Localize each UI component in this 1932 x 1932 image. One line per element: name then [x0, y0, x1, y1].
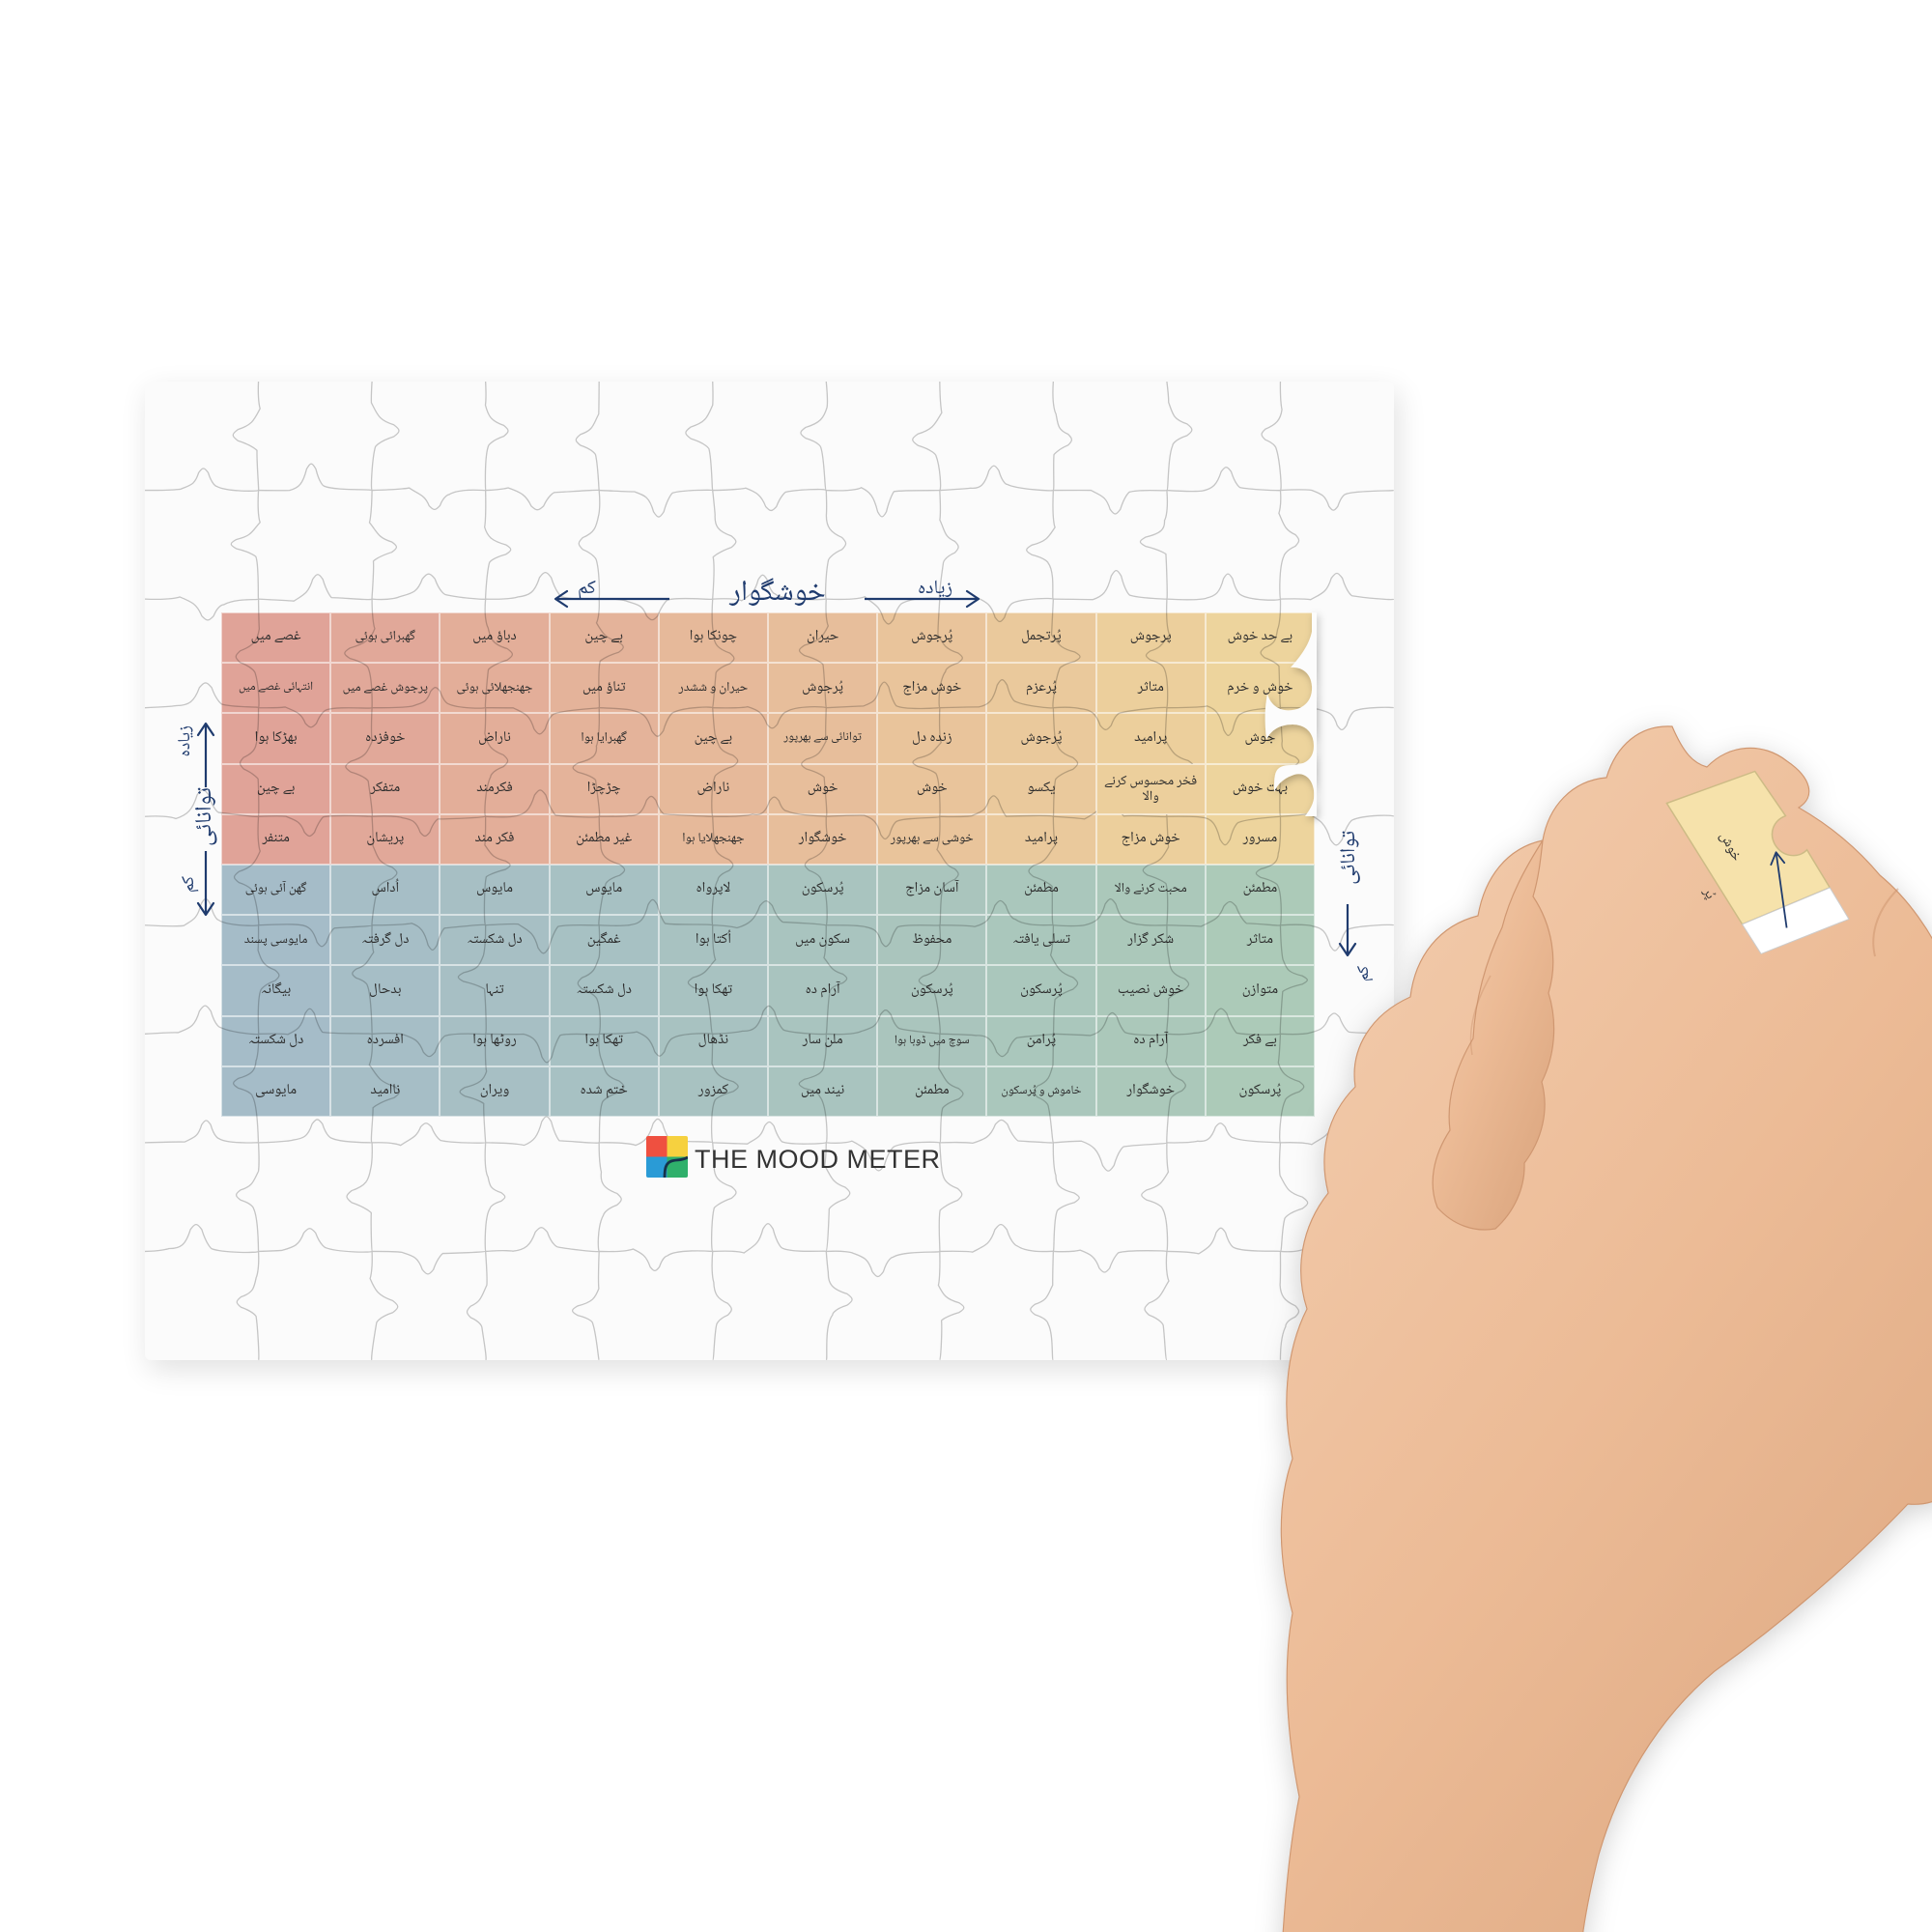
svg-text:پُر: پُر: [1695, 883, 1721, 904]
svg-text:خوش: خوش: [1712, 828, 1748, 867]
